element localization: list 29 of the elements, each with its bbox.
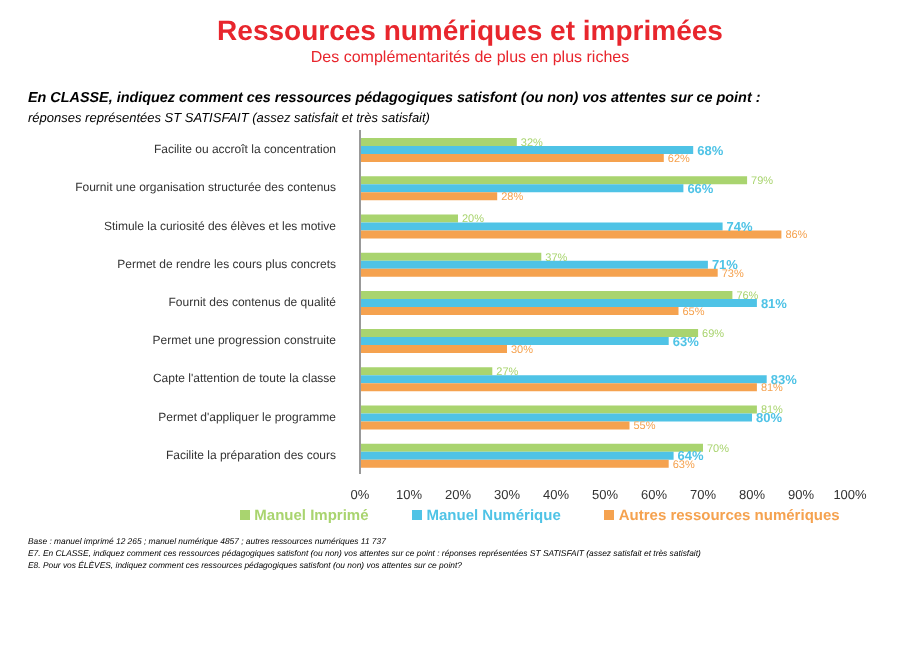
bar: [360, 222, 723, 231]
bar: [360, 421, 630, 430]
bar: [360, 214, 458, 223]
chart-subtitle: Des complémentarités de plus en plus riches: [308, 48, 632, 66]
chart-title: Ressources numériques et imprimées: [215, 14, 725, 46]
bar: [360, 290, 733, 299]
bar: [360, 367, 493, 376]
bar: [360, 451, 674, 460]
bar: [360, 306, 679, 315]
bar: [360, 383, 757, 392]
bar: [360, 298, 757, 307]
bar: [360, 459, 669, 468]
bar: [360, 192, 498, 201]
bar: [360, 405, 757, 414]
bar: [360, 138, 517, 146]
bar: [360, 154, 664, 162]
bar: [360, 252, 542, 261]
bar: [360, 176, 748, 185]
bar: [360, 184, 684, 193]
bar: [360, 443, 703, 452]
bar: [360, 413, 752, 422]
bar: [360, 146, 694, 154]
bar: [360, 337, 669, 346]
bar: [360, 230, 782, 239]
bar: [360, 268, 718, 277]
bar: [360, 345, 507, 354]
bar: [360, 260, 708, 269]
bar: [360, 375, 767, 384]
bar: [360, 329, 699, 338]
